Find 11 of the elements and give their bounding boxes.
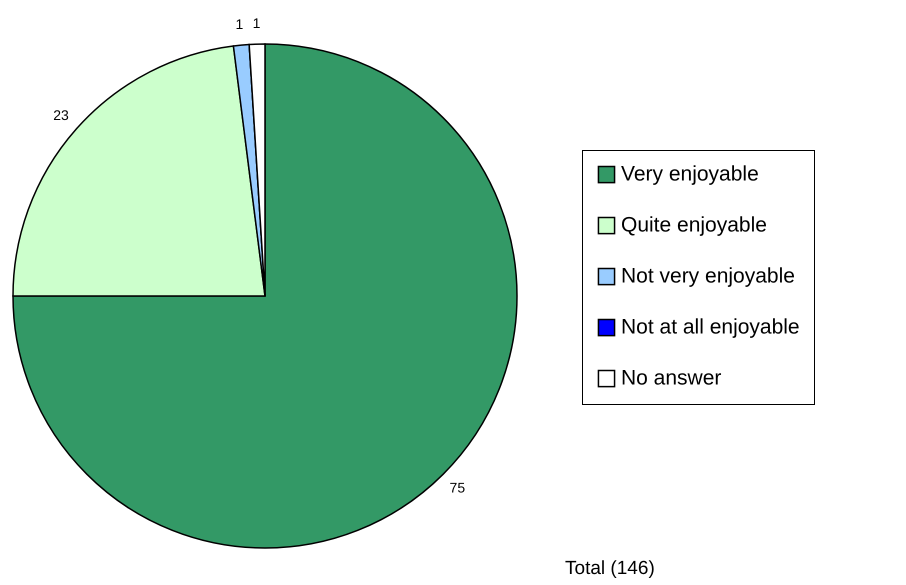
data-label: 75 [450, 479, 466, 496]
pie-slice [12, 43, 518, 549]
legend-label: Not very enjoyable [621, 264, 795, 288]
legend-label: Very enjoyable [621, 162, 759, 186]
data-label: 1 [236, 16, 244, 32]
text: Total (146) [565, 558, 655, 579]
legend-label: Quite enjoyable [621, 214, 767, 236]
data-label: 1 [252, 15, 261, 32]
legend-label: Not at all enjoyable [621, 316, 800, 338]
data-label: 23 [53, 107, 69, 124]
legend-label: No answer [621, 366, 722, 390]
